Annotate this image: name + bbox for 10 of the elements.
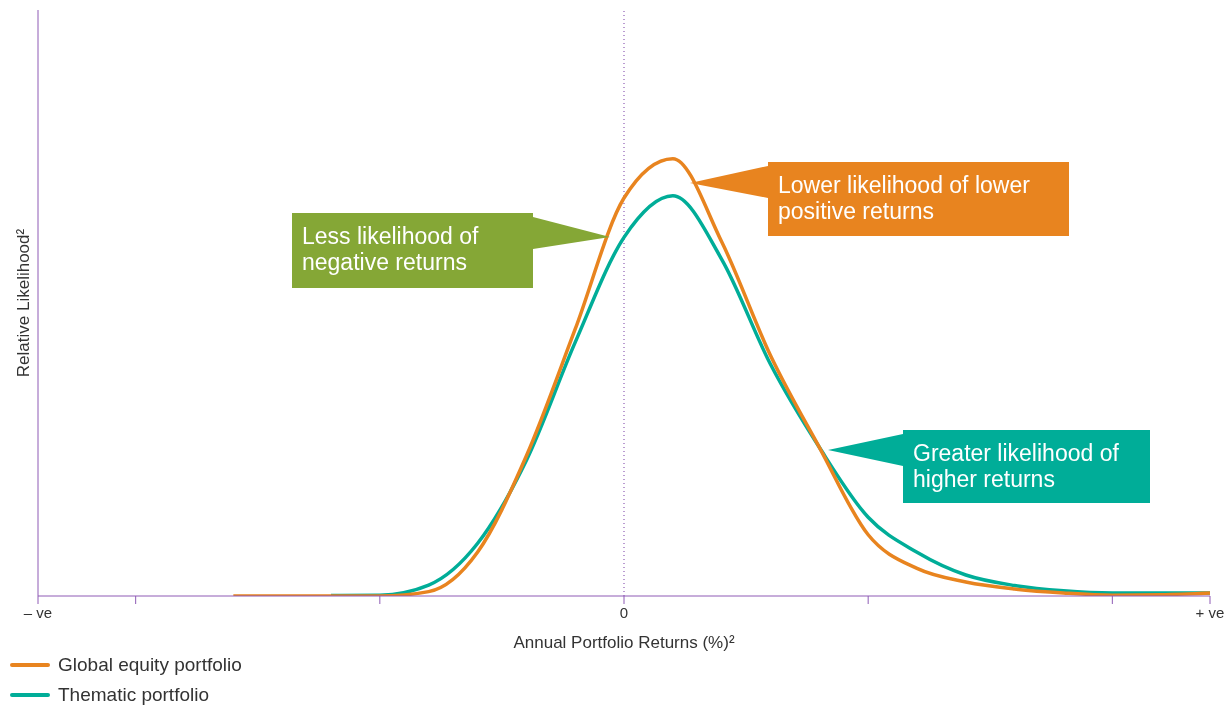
annotation: Less likelihood of negative returns (292, 213, 533, 288)
annotation: Greater likelihood of higher returns (903, 430, 1150, 503)
x-tick-label: + ve (1195, 604, 1225, 621)
x-tick-label: 0 (619, 604, 629, 621)
y-axis-title: Relative Likelihood² (14, 228, 34, 378)
x-axis-title: Annual Portfolio Returns (%)² (513, 633, 735, 652)
annotation: Lower likelihood of lower positive returns (768, 162, 1069, 236)
legend-label: Global equity portfolio (58, 654, 242, 676)
legend-label: Thematic portfolio (58, 684, 210, 706)
x-tick-label: – ve (23, 604, 53, 621)
